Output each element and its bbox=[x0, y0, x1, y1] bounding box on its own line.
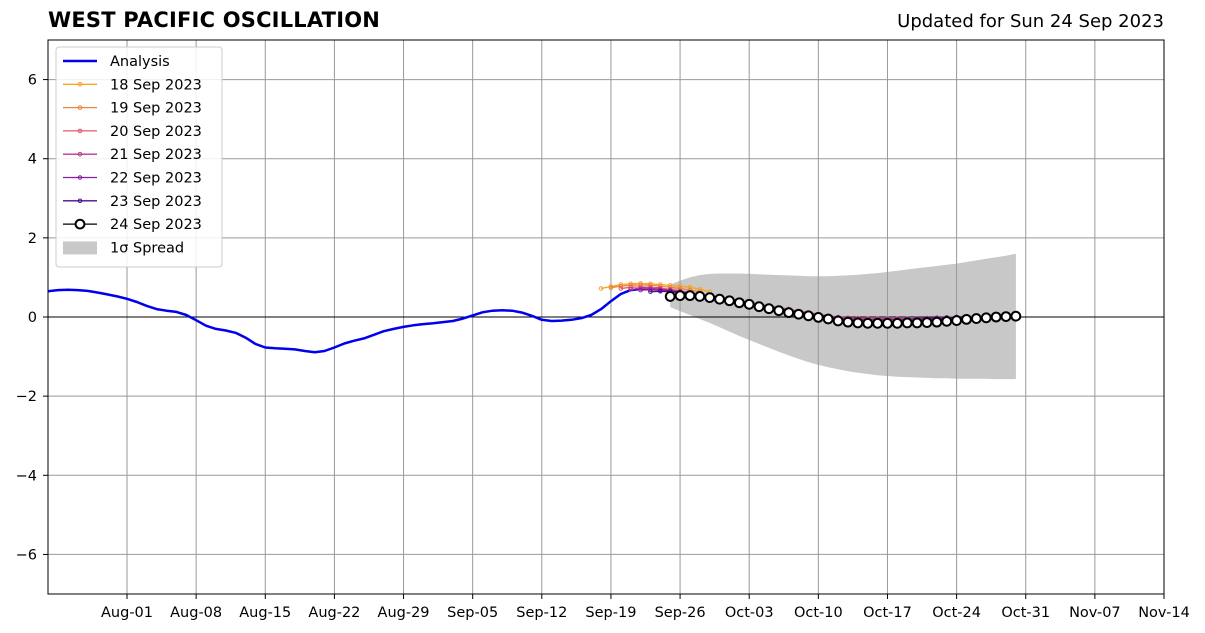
series-point-7 bbox=[793, 308, 804, 320]
series-point-4 bbox=[628, 287, 633, 292]
y-tick-label: −4 bbox=[16, 468, 37, 484]
x-tick-label: Aug-15 bbox=[239, 605, 291, 621]
x-tick-label: Aug-29 bbox=[378, 605, 430, 621]
series-point-7 bbox=[763, 303, 775, 315]
x-tick-label: Sep-05 bbox=[447, 605, 498, 621]
y-tick-label: 2 bbox=[28, 231, 37, 247]
series-point-7 bbox=[664, 291, 676, 302]
legend-marker-2 bbox=[77, 105, 83, 110]
series-point-1 bbox=[598, 286, 604, 291]
series-point-3 bbox=[618, 286, 624, 291]
axes-layer: Aug-01 Aug-08 Aug-15 Aug-22 Aug-29 Sep-05 Sep-… bbox=[16, 39, 1190, 621]
series-point-7 bbox=[694, 291, 706, 302]
series-point-7 bbox=[961, 313, 972, 325]
series-point-7 bbox=[872, 317, 883, 329]
y-tick-label: −2 bbox=[16, 389, 37, 405]
x-tick-label: Oct-24 bbox=[932, 605, 981, 621]
series-point-7 bbox=[901, 317, 913, 329]
x-tick-label: Nov-14 bbox=[1138, 605, 1190, 621]
series-point-7 bbox=[911, 317, 923, 329]
legend-marker-5 bbox=[77, 175, 83, 180]
series-point-7 bbox=[842, 316, 854, 328]
series-point-7 bbox=[783, 307, 795, 319]
legend-marker-3 bbox=[77, 128, 83, 134]
legend-label-spread: 1σ Spread bbox=[110, 240, 184, 256]
series-point-7 bbox=[891, 317, 903, 329]
series-point-7 bbox=[674, 290, 686, 302]
series-point-7 bbox=[1000, 311, 1012, 323]
spread-band-layer bbox=[670, 253, 1016, 380]
series-point-6 bbox=[648, 289, 653, 294]
updated-date: Updated for Sun 24 Sep 2023 bbox=[897, 11, 1164, 32]
series-point-7 bbox=[931, 316, 943, 328]
x-tick-label: Sep-19 bbox=[585, 605, 636, 621]
series-point-7 bbox=[753, 301, 765, 313]
series-point-7 bbox=[941, 315, 953, 327]
series-point-7 bbox=[970, 313, 982, 324]
x-tick-label: Oct-17 bbox=[863, 605, 912, 621]
legend-label-1: 18 Sep 2023 bbox=[110, 77, 202, 93]
series-point-7 bbox=[743, 298, 755, 310]
series-point-7 bbox=[852, 317, 864, 329]
series-point-7 bbox=[724, 295, 735, 307]
series-point-7 bbox=[862, 317, 874, 329]
series-point-7 bbox=[990, 311, 1002, 323]
x-tick-label: Sep-12 bbox=[516, 605, 567, 621]
series-point-7 bbox=[704, 292, 716, 304]
series-point-7 bbox=[832, 315, 844, 327]
x-tick-label: Aug-22 bbox=[308, 605, 360, 621]
series-point-7 bbox=[882, 317, 893, 329]
legend-marker-4 bbox=[77, 151, 83, 157]
y-tick-label: 0 bbox=[28, 310, 37, 326]
legend-label-3: 20 Sep 2023 bbox=[110, 124, 202, 140]
series-point-7 bbox=[803, 310, 814, 322]
legend-marker-1 bbox=[77, 82, 83, 87]
x-tick-label: Aug-08 bbox=[170, 605, 222, 621]
y-tick-label: −6 bbox=[16, 547, 37, 563]
legend-box bbox=[55, 46, 223, 268]
series-point-7 bbox=[733, 297, 745, 309]
series-point-7 bbox=[951, 315, 963, 326]
chart-title: WEST PACIFIC OSCILLATION bbox=[48, 8, 381, 32]
series-point-7 bbox=[1010, 310, 1022, 322]
series-point-7 bbox=[822, 313, 834, 325]
series-point-7 bbox=[921, 317, 933, 328]
legend-swatch-spread bbox=[63, 241, 97, 255]
series-point-6 bbox=[658, 288, 663, 294]
series-point-4 bbox=[638, 286, 643, 291]
x-tick-label: Oct-10 bbox=[794, 605, 843, 621]
y-tick-label: 4 bbox=[28, 152, 37, 168]
legend-label-7: 24 Sep 2023 bbox=[110, 217, 202, 233]
x-tick-label: Sep-26 bbox=[655, 605, 706, 621]
legend-marker-6 bbox=[77, 198, 83, 204]
legend-label-0: Analysis bbox=[110, 54, 170, 70]
legend-label-2: 19 Sep 2023 bbox=[110, 101, 202, 117]
legend-label-6: 23 Sep 2023 bbox=[110, 194, 202, 210]
series-line-2 bbox=[610, 284, 700, 293]
x-tick-label: Nov-07 bbox=[1069, 605, 1121, 621]
series-point-7 bbox=[980, 312, 992, 324]
series-point-1 bbox=[687, 285, 693, 290]
series-point-7 bbox=[684, 290, 696, 302]
series-point-2 bbox=[608, 285, 614, 291]
series-point-7 bbox=[773, 305, 785, 317]
spread-band bbox=[670, 253, 1016, 380]
legend-label-5: 22 Sep 2023 bbox=[110, 171, 202, 187]
series-line-0 bbox=[47, 286, 661, 354]
series-point-5 bbox=[638, 287, 643, 293]
legend-marker-7 bbox=[74, 218, 86, 230]
x-tick-label: Oct-03 bbox=[725, 605, 774, 621]
series-point-7 bbox=[812, 311, 824, 323]
legend: Analysis 18 Sep 2023 19 Sep 2023 20 Sep 202… bbox=[55, 46, 223, 268]
series-point-7 bbox=[714, 293, 725, 305]
x-tick-label: Aug-01 bbox=[101, 605, 153, 621]
x-tick-label: Oct-31 bbox=[1001, 605, 1050, 621]
legend-label-4: 21 Sep 2023 bbox=[110, 147, 202, 163]
y-tick-label: 6 bbox=[28, 73, 37, 89]
series-layer bbox=[47, 281, 1022, 354]
